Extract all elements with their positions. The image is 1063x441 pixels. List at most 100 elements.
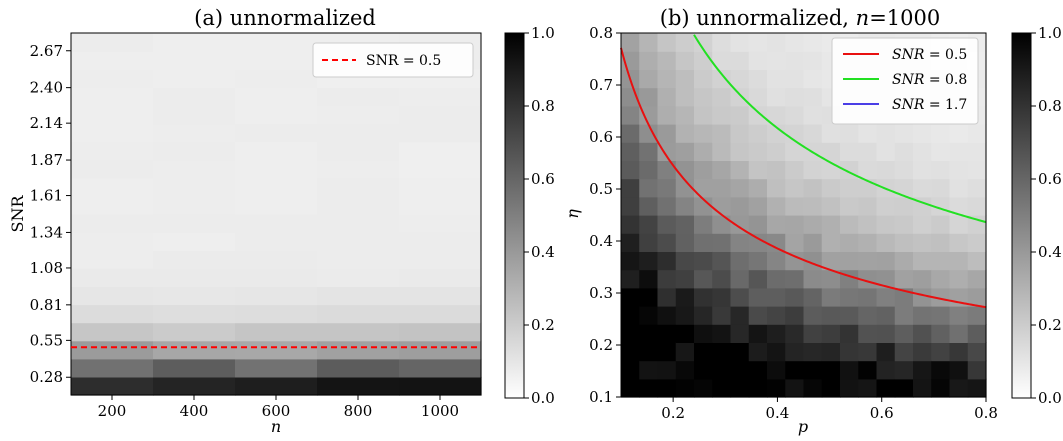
heatmap-cell [153,268,236,287]
x-tick-label: 0.2 [661,404,685,422]
heatmap-cell [858,196,878,216]
heatmap-cell [785,51,805,70]
heatmap-cell [767,269,786,289]
heatmap-cell [858,233,878,252]
heatmap-cell [712,178,732,198]
heatmap-cell [71,214,154,233]
heatmap-cell [694,378,713,398]
heatmap-cell [153,232,236,251]
heatmap-cell [71,250,154,269]
heatmap-cell [967,287,987,307]
heatmap-cell [235,376,318,396]
heatmap-cell [675,378,695,398]
heatmap-cell [675,233,695,252]
heatmap-cell [803,178,823,198]
heatmap-cell [235,304,318,324]
heatmap-cell [840,324,859,343]
heatmap-cell [748,269,768,289]
heatmap-cell [840,360,859,380]
heatmap-cell [931,287,951,307]
heatmap-cell [712,342,732,362]
heatmap-cell [858,378,878,398]
heatmap-cell [840,215,859,234]
heatmap-cell [153,322,236,342]
heatmap-cell [931,215,951,234]
x-tick-label: 200 [98,402,127,420]
heatmap-cell [694,87,713,107]
heatmap-cell [675,105,695,125]
heatmap-cell [803,233,823,252]
heatmap-cell [71,69,154,88]
heatmap-cell [675,142,695,161]
heatmap-cell [712,142,732,161]
panel-a-heatmap [71,33,482,396]
heatmap-cell [399,322,482,342]
heatmap-cell [931,178,951,198]
heatmap-cell [657,360,677,380]
heatmap-cell [931,360,951,380]
heatmap-cell [785,287,805,307]
heatmap-cell [235,105,318,125]
heatmap-cell [657,378,677,398]
heatmap-cell [894,360,914,380]
heatmap-cell [840,233,859,252]
heatmap-cell [399,340,482,360]
heatmap-cell [317,286,400,306]
heatmap-cell [657,33,677,52]
heatmap-cell [694,360,713,380]
panel-a-y-ticks: 0.28 0.55 0.81 1.08 1.34 1.61 1.87 2.14 2.40 2.67 [30,42,71,386]
heatmap-cell [949,160,969,180]
heatmap-cell [730,306,750,325]
heatmap-cell [894,269,914,289]
heatmap-cell [931,269,951,289]
x-tick-label: 0.6 [870,404,894,422]
x-tick-label: 1000 [421,402,459,420]
heatmap-cell [967,378,987,398]
heatmap-cell [730,105,750,125]
heatmap-cell [821,269,841,289]
y-tick-label: 2.67 [30,42,63,60]
heatmap-cell [712,33,732,52]
heatmap-cell [748,215,768,234]
heatmap-cell [767,69,786,89]
heatmap-cell [153,376,236,396]
heatmap-cell [657,324,677,343]
colorbar-tick-label: 0.0 [531,389,555,407]
heatmap-cell [235,123,318,143]
heatmap-cell [235,322,318,342]
x-tick-label: 600 [262,402,291,420]
heatmap-cell [767,342,786,362]
heatmap-cell [840,251,859,271]
heatmap-cell [657,342,677,362]
heatmap-cell [767,324,786,343]
heatmap-cell [675,251,695,271]
heatmap-cell [821,215,841,234]
heatmap-cell [712,196,732,216]
heatmap-cell [931,342,951,362]
heatmap-cell [399,268,482,287]
heatmap-cell [399,105,482,125]
heatmap-cell [803,324,823,343]
heatmap-cell [803,87,823,107]
heatmap-cell [894,196,914,216]
heatmap-cell [317,232,400,251]
heatmap-cell [399,123,482,143]
heatmap-cell [712,160,732,180]
heatmap-cell [913,269,932,289]
heatmap-cell [949,342,969,362]
heatmap-cell [748,378,768,398]
heatmap-cell [803,196,823,216]
heatmap-cell [712,269,732,289]
legend-label: SNR = 0.8 [892,72,967,88]
heatmap-cell [785,342,805,362]
panel-b-curves [620,34,987,309]
colorbar-tick-label: 0.6 [1038,170,1062,188]
heatmap-cell [803,33,823,52]
heatmap-cell [657,287,677,307]
heatmap-cell [767,124,786,143]
heatmap-cell [153,177,236,197]
heatmap-cell [399,250,482,269]
heatmap-cell [71,141,154,161]
heatmap-cell [730,160,750,180]
